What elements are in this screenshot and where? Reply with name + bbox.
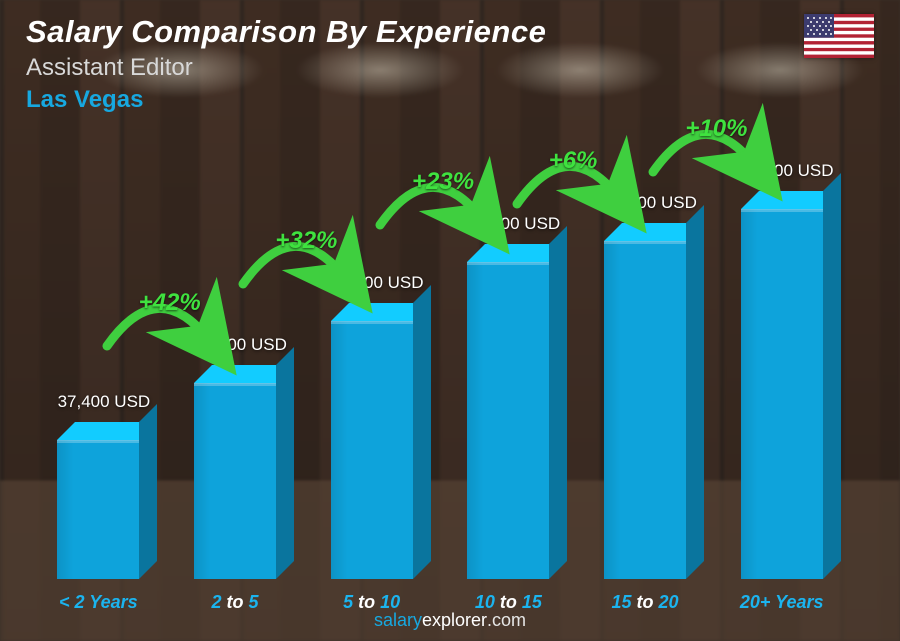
- pct-badge: +6%: [549, 147, 598, 175]
- brand-prefix: salary: [374, 610, 422, 630]
- bar: [57, 440, 139, 579]
- bar-side: [823, 173, 841, 579]
- pct-badge: +10%: [685, 115, 747, 143]
- page-title: Salary Comparison By Experience: [26, 14, 546, 50]
- brand-suffix: explorer: [422, 610, 487, 630]
- salary-bar-chart: 37,400 USD< 2 Years53,000 USD2 to 5+42%6…: [30, 119, 850, 579]
- bar-front: [467, 262, 549, 579]
- footer-brand: salaryexplorer.com: [0, 610, 900, 631]
- bar-value-label: 37,400 USD: [58, 392, 151, 412]
- bar-side: [276, 347, 294, 579]
- bar-side: [413, 285, 431, 579]
- bar-front: [331, 321, 413, 579]
- bar: [741, 209, 823, 579]
- bar-front: [57, 440, 139, 579]
- job-title: Assistant Editor: [26, 54, 546, 82]
- flag-icon: [804, 14, 874, 58]
- pct-badge: +42%: [139, 289, 201, 317]
- bar-slot: 53,000 USD2 to 5+42%: [167, 119, 304, 579]
- title-block: Salary Comparison By Experience Assistan…: [26, 14, 546, 114]
- bar: [604, 241, 686, 579]
- bar-front: [194, 383, 276, 579]
- header: Salary Comparison By Experience Assistan…: [26, 14, 874, 114]
- bar: [194, 383, 276, 579]
- pct-badge: +32%: [275, 227, 337, 255]
- bar-side: [139, 404, 157, 579]
- bar-side: [549, 226, 567, 579]
- bar-slot: 99,800 USD20+ Years+10%: [713, 119, 850, 579]
- bar-side: [686, 205, 704, 579]
- bar: [331, 321, 413, 579]
- brand-domain: .com: [487, 610, 526, 630]
- bar: [467, 262, 549, 579]
- pct-badge: +23%: [412, 168, 474, 196]
- bar-front: [604, 241, 686, 579]
- bar-front: [741, 209, 823, 579]
- location: Las Vegas: [26, 86, 546, 114]
